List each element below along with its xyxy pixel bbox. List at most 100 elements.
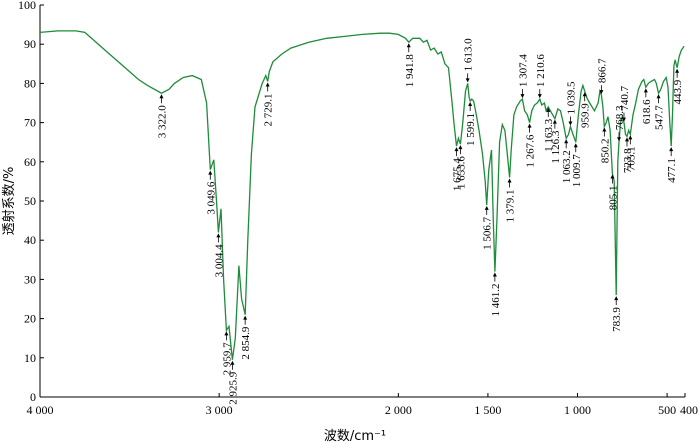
- peak-label: 2 729.1: [263, 93, 275, 126]
- peak-arrowhead: [484, 205, 489, 210]
- peak-arrowhead: [546, 107, 551, 112]
- peak-label: 3 004.4: [213, 244, 225, 277]
- peak-label: 740.7: [619, 85, 631, 110]
- peak-annotation: 959.9: [580, 92, 592, 128]
- peak-annotation: 3 004.4: [213, 233, 225, 277]
- peak-arrowhead: [669, 147, 674, 152]
- y-tick-label: 0: [30, 390, 36, 404]
- peak-label: 1 267.6: [525, 134, 537, 168]
- peak-label: 1 307.4: [517, 54, 529, 88]
- peak-annotations: 3 322.0 3 049.6 3 004.4 2 959.72 925.92 854…: [156, 38, 684, 405]
- peak-annotation: 1 267.6: [525, 123, 537, 168]
- peak-arrowhead: [614, 296, 619, 301]
- peak-annotation: 2 729.1: [263, 82, 275, 126]
- peak-label: 1 063.2: [561, 150, 573, 183]
- peak-arrowhead: [527, 123, 532, 128]
- peak-annotation: 768.3: [614, 105, 626, 142]
- peak-arrowhead: [602, 127, 607, 132]
- peak-label: 1 163.3: [543, 118, 555, 152]
- x-tick-label: 400: [680, 403, 698, 417]
- peak-annotation: 3 049.6: [205, 170, 217, 215]
- peak-arrowhead: [208, 170, 213, 175]
- peak-annotation: 1 599.1: [465, 102, 477, 146]
- y-tick-label: 30: [24, 272, 36, 286]
- peak-label: 3 049.6: [205, 181, 217, 215]
- peak-annotation: 618.6: [641, 88, 653, 124]
- peak-annotation: 1 307.4: [517, 54, 529, 99]
- peak-label: 1 126.3: [550, 130, 562, 164]
- x-tick-label: 1 000: [564, 403, 591, 417]
- peak-arrowhead: [468, 102, 473, 107]
- peak-arrowhead: [624, 137, 629, 142]
- peak-arrowhead: [617, 137, 622, 142]
- peak-annotation: 1 675.4: [451, 147, 463, 191]
- peak-arrowhead: [224, 331, 229, 336]
- peak-arrowhead: [656, 94, 661, 99]
- x-tick-label: 1 500: [474, 403, 501, 417]
- peak-label: 783.9: [611, 307, 623, 332]
- peak-label: 2 854.9: [240, 326, 252, 360]
- y-axis-title: 透射系数/%: [1, 167, 17, 236]
- y-tick-label: 20: [24, 312, 36, 326]
- peak-arrowhead: [492, 272, 497, 277]
- peak-arrowhead: [458, 145, 463, 150]
- peak-arrowhead: [507, 178, 512, 183]
- peak-arrowhead: [564, 139, 569, 144]
- peak-annotation: 705.1: [625, 135, 637, 171]
- peak-annotation: 740.7: [619, 85, 631, 122]
- peak-annotation: 477.1: [666, 147, 678, 183]
- peak-annotation: 1 613.0: [463, 38, 475, 83]
- peak-arrowhead: [582, 92, 587, 97]
- x-tick-label: 4 000: [27, 403, 54, 417]
- peak-label: 547.7: [654, 105, 666, 130]
- peak-arrowhead: [159, 94, 164, 99]
- peak-annotation: 1 126.3: [550, 119, 562, 164]
- peak-annotation: 2 854.9: [240, 315, 252, 360]
- peak-label: 1 506.7: [482, 216, 494, 250]
- peak-label: 1 009.7: [571, 154, 583, 188]
- peak-label: 1 653.6: [455, 156, 467, 190]
- y-tick-label: 40: [24, 233, 36, 247]
- peak-arrowhead: [675, 68, 680, 73]
- y-tick-label: 50: [24, 194, 36, 208]
- peak-label: 1 461.2: [490, 284, 502, 317]
- peak-arrowhead: [610, 174, 615, 179]
- peak-annotation: 443.9: [672, 68, 684, 104]
- spectrum-line: [39, 30, 685, 360]
- peak-arrowhead: [568, 121, 573, 126]
- peak-annotation: 866.7: [596, 58, 608, 95]
- peak-annotation: 1 941.8: [404, 43, 416, 87]
- peak-annotation: 3 322.0: [156, 94, 168, 138]
- peak-arrowhead: [230, 360, 235, 365]
- peak-annotation: 1 506.7: [482, 205, 494, 250]
- peak-arrowhead: [643, 88, 648, 93]
- peak-arrowhead: [465, 78, 470, 83]
- peak-label: 1 941.8: [404, 54, 416, 88]
- peak-label: 850.2: [599, 139, 611, 164]
- peak-label: 1 613.0: [463, 38, 475, 72]
- peak-arrowhead: [573, 143, 578, 148]
- peak-label: 2 925.9: [227, 371, 239, 405]
- peak-arrowhead: [243, 315, 248, 320]
- y-tick-label: 10: [24, 351, 36, 365]
- plot-area: 0 10 20 30 40 50 60 70 80 90 100 4 000 3 000 2 000 1 …: [18, 0, 698, 417]
- x-axis-ticks: 4 000 3 000 2 000 1 500 1 000 500 400: [27, 393, 698, 417]
- peak-annotation: 1 210.6: [535, 54, 547, 99]
- peak-annotation: 723.8: [622, 137, 634, 173]
- peak-annotation: 1 461.2: [490, 272, 502, 317]
- peak-annotation: 805.1: [607, 174, 619, 210]
- peak-annotation: 783.9: [611, 296, 623, 332]
- peak-arrowhead: [621, 117, 626, 122]
- peak-label: 443.9: [672, 79, 684, 104]
- y-tick-label: 90: [24, 37, 36, 51]
- peak-label: 2 959.7: [221, 342, 233, 376]
- peak-arrowhead: [454, 147, 459, 152]
- peak-arrowhead: [265, 82, 270, 87]
- peak-label: 1 675.4: [451, 158, 463, 192]
- peak-label: 723.8: [622, 148, 634, 173]
- peak-arrowhead: [406, 43, 411, 48]
- x-axis-title: 波数/cm⁻¹: [324, 429, 386, 444]
- peak-annotation: 2 959.7: [221, 331, 233, 375]
- peak-label: 1 210.6: [535, 54, 547, 88]
